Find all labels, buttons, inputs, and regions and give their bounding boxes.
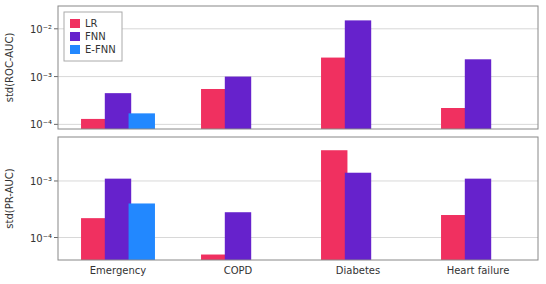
category-label: Emergency bbox=[90, 265, 146, 276]
legend-box bbox=[64, 12, 122, 61]
tick-label: 10⁻⁴ bbox=[30, 233, 52, 244]
legend-swatch bbox=[70, 45, 80, 54]
category-label: Diabetes bbox=[336, 265, 380, 276]
bar bbox=[465, 179, 491, 260]
bar bbox=[105, 179, 131, 260]
bars bbox=[81, 150, 491, 260]
bar bbox=[201, 89, 227, 129]
legend-swatch bbox=[70, 19, 80, 28]
legend: LR FNN E-FNN bbox=[64, 12, 122, 61]
bar bbox=[345, 173, 371, 260]
bar bbox=[441, 108, 467, 129]
bar bbox=[465, 59, 491, 129]
bar bbox=[81, 218, 107, 260]
legend-entry: FNN bbox=[85, 31, 106, 42]
plot-frame bbox=[58, 6, 538, 129]
grid-line bbox=[58, 28, 538, 29]
tick-mark bbox=[54, 76, 58, 77]
tick-label: 10⁻³ bbox=[30, 72, 52, 83]
figure: 10⁻⁴10⁻³10⁻²std(ROC-AUC)LRFNNE-FNN10⁻⁴10… bbox=[0, 0, 546, 284]
plot-area bbox=[58, 137, 538, 260]
legend-swatch bbox=[70, 32, 80, 41]
bar bbox=[105, 93, 131, 129]
tick-label: 10⁻³ bbox=[30, 176, 52, 187]
bar bbox=[129, 113, 155, 129]
panel: 10⁻⁴ 10⁻³ Emergency COPD Diabetes Heart failu… bbox=[4, 137, 538, 276]
legend-entry: E-FNN bbox=[85, 44, 116, 55]
category-label: Heart failure bbox=[447, 265, 510, 276]
tick-mark bbox=[54, 180, 58, 181]
tick-label: 10⁻² bbox=[30, 24, 52, 35]
bar bbox=[321, 58, 347, 129]
plot-frame bbox=[58, 137, 538, 260]
tick-label: 10⁻⁴ bbox=[30, 119, 52, 130]
bar bbox=[225, 212, 251, 260]
bar bbox=[201, 255, 227, 260]
y-axis-label: std(ROC-AUC) bbox=[4, 33, 15, 103]
bar bbox=[441, 215, 467, 260]
category-label: COPD bbox=[224, 265, 253, 276]
panel: 10⁻⁴ 10⁻³ 10⁻² std(ROC-AUC) LR FNN E-FNN bbox=[4, 6, 538, 130]
bar bbox=[129, 203, 155, 260]
bar bbox=[321, 150, 347, 260]
bar bbox=[345, 20, 371, 129]
tick-mark bbox=[54, 124, 58, 125]
plot-area bbox=[58, 6, 538, 129]
legend-entry: LR bbox=[85, 18, 98, 29]
bar bbox=[225, 77, 251, 129]
y-axis-label: std(PR-AUC) bbox=[4, 168, 15, 228]
bar bbox=[81, 119, 107, 129]
tick-mark bbox=[54, 237, 58, 238]
bars bbox=[81, 20, 491, 129]
tick-mark bbox=[54, 28, 58, 29]
